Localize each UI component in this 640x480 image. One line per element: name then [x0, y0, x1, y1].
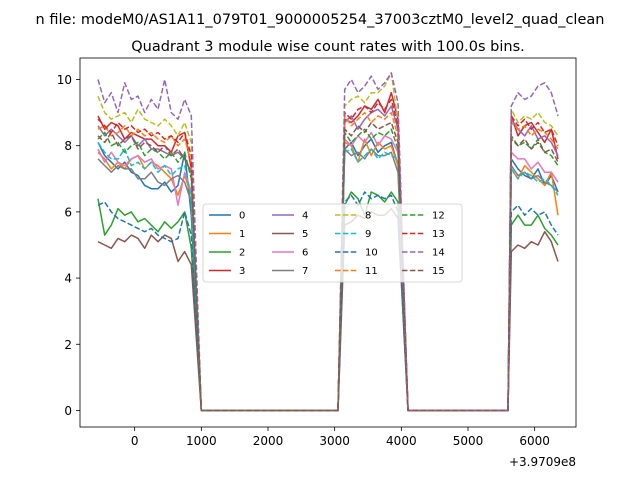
y-tick-label: 6	[64, 205, 72, 219]
legend-label-6: 6	[302, 248, 308, 259]
legend-label-12: 12	[432, 211, 445, 222]
series-line-10	[97, 191, 559, 412]
legend-label-15: 15	[432, 266, 445, 277]
chart-title: Quadrant 3 module wise count rates with …	[131, 39, 525, 55]
y-tick-label: 0	[64, 404, 72, 418]
legend-label-9: 9	[365, 229, 371, 240]
series-line-8	[97, 72, 559, 412]
x-offset-label: +3.9709e8	[509, 455, 576, 469]
legend-label-7: 7	[302, 266, 308, 277]
y-tick-label: 2	[64, 338, 72, 352]
legend-label-4: 4	[302, 211, 308, 222]
series-line-6	[97, 131, 559, 412]
x-tick-label: 3000	[319, 434, 350, 448]
series-line-9	[97, 141, 559, 412]
series-line-14	[97, 72, 559, 412]
legend-label-8: 8	[365, 211, 371, 222]
series-line-4	[97, 105, 559, 412]
x-tick-label: 6000	[519, 434, 550, 448]
legend-box	[202, 203, 463, 283]
series-line-15	[97, 121, 559, 412]
plot-area: 0 1000 2000 3000 4000 5000 6000 +3.9709e8 0 2 4 6 8 1…	[57, 57, 577, 469]
series-line-0	[97, 138, 559, 412]
series-line-13	[97, 98, 559, 412]
y-tick-label: 4	[64, 272, 72, 286]
legend-label-2: 2	[239, 248, 245, 259]
series-line-7	[97, 148, 559, 412]
series-line-12	[97, 128, 559, 412]
legend-label-13: 13	[432, 229, 445, 240]
x-tick-label: 0	[131, 434, 139, 448]
legend-label-10: 10	[365, 248, 378, 259]
figure-suptitle: n file: modeM0/AS1A11_079T01_9000005254_…	[36, 12, 605, 28]
y-tick-label: 8	[64, 139, 72, 153]
series-line-11	[97, 111, 559, 412]
x-tick-label: 2000	[253, 434, 284, 448]
y-tick-label: 10	[57, 73, 72, 87]
legend-label-3: 3	[239, 266, 245, 277]
legend-label-0: 0	[239, 211, 245, 222]
x-tick-label: 5000	[453, 434, 484, 448]
legend-label-11: 11	[365, 266, 378, 277]
axes-frame	[79, 57, 577, 428]
legend-label-1: 1	[239, 229, 245, 240]
x-tick-label: 1000	[186, 434, 217, 448]
legend-label-14: 14	[432, 248, 445, 259]
x-tick-label: 4000	[386, 434, 417, 448]
legend-label-5: 5	[302, 229, 308, 240]
